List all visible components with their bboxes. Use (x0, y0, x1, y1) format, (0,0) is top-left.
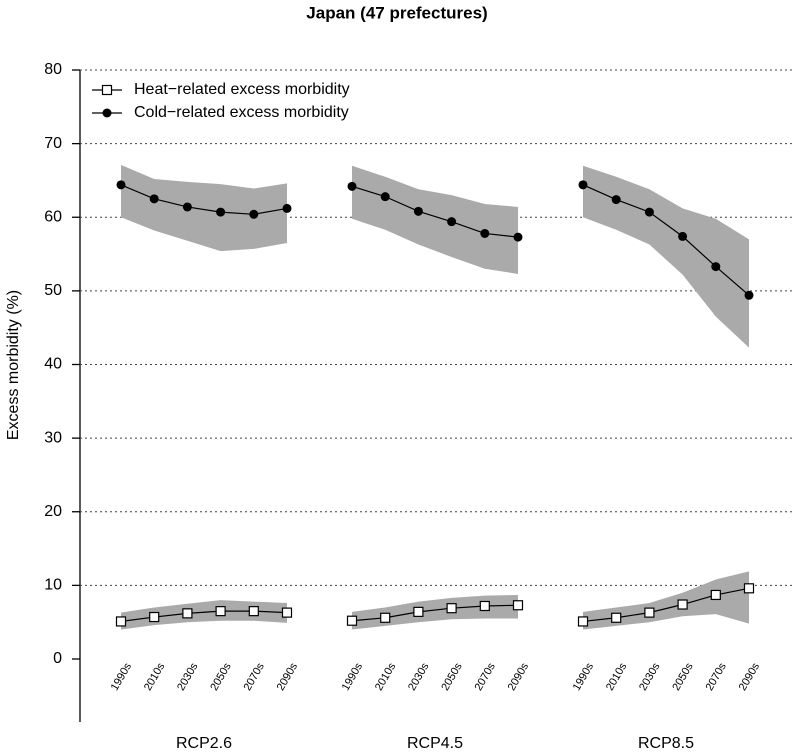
legend-label: Heat−related excess morbidity (134, 81, 350, 98)
y-tick-label: 60 (44, 208, 62, 225)
confidence-band (352, 165, 518, 274)
heat-marker (743, 583, 755, 594)
x-tick-label: 2050s (208, 661, 234, 693)
cold-marker (216, 207, 226, 217)
y-axis-label: Excess morbidity (%) (5, 290, 22, 440)
x-tick-label: 2010s (142, 661, 168, 693)
legend-marker (102, 108, 112, 118)
y-tick-label: 30 (44, 429, 62, 446)
heat-marker (710, 589, 721, 601)
cold-marker (678, 231, 688, 241)
heat-marker (248, 606, 259, 617)
x-tick-label: 2030s (175, 661, 201, 693)
series-line (582, 184, 750, 296)
cold-marker (513, 232, 523, 242)
heat-marker (346, 615, 358, 626)
x-tick-label: 2030s (406, 661, 432, 693)
heat-marker (215, 606, 226, 617)
series-line (351, 185, 519, 238)
cold-marker (282, 203, 292, 213)
y-tick-label: 0 (53, 650, 62, 667)
cold-marker (413, 206, 423, 216)
heat-marker (380, 612, 391, 623)
group-label: RCP2.6 (176, 735, 232, 752)
x-tick-label: 1990s (571, 661, 597, 693)
confidence-band (583, 165, 749, 348)
group-label: RCP8.5 (638, 735, 694, 752)
y-tick-label: 70 (44, 135, 62, 152)
series-line (120, 184, 288, 215)
x-tick-label: 2090s (737, 661, 763, 693)
heat-marker (182, 608, 193, 619)
x-tick-label: 1990s (340, 661, 366, 693)
x-tick-label: 2050s (439, 661, 465, 693)
heat-marker (115, 616, 127, 627)
legend-label: Cold−related excess morbidity (134, 104, 349, 121)
heat-marker (446, 603, 457, 614)
x-tick-label: 2010s (604, 661, 630, 693)
cold-marker (578, 180, 588, 190)
cold-marker (611, 195, 621, 205)
x-tick-label: 2030s (637, 661, 663, 693)
cold-marker (644, 207, 654, 217)
cold-marker (711, 262, 721, 272)
heat-marker (512, 600, 524, 611)
series-line (120, 610, 288, 623)
x-tick-label: 1990s (109, 661, 135, 693)
cold-marker (447, 217, 457, 227)
legend-marker (101, 84, 113, 96)
heat-marker (677, 599, 688, 610)
x-tick-label: 2050s (670, 661, 696, 693)
heat-marker (644, 607, 655, 618)
cold-marker (744, 290, 754, 300)
y-tick-label: 40 (44, 356, 62, 373)
heat-marker (577, 616, 589, 627)
x-tick-label: 2070s (473, 661, 499, 693)
y-tick-label: 50 (44, 282, 62, 299)
x-tick-label: 2070s (704, 661, 730, 693)
confidence-band (121, 600, 287, 630)
cold-marker (347, 181, 357, 191)
series-line (351, 604, 519, 622)
heat-marker (479, 600, 490, 612)
heat-marker (611, 612, 622, 623)
y-tick-label: 10 (44, 577, 62, 594)
cold-marker (480, 228, 490, 238)
x-tick-label: 2090s (506, 661, 532, 693)
confidence-band (352, 594, 518, 630)
confidence-band (121, 164, 287, 252)
cold-marker (116, 180, 126, 190)
cold-marker (380, 192, 390, 202)
cold-marker (149, 194, 159, 204)
x-tick-label: 2070s (242, 661, 268, 693)
y-tick-label: 20 (44, 503, 62, 520)
x-tick-label: 2090s (275, 661, 301, 693)
chart-title: Japan (47 prefectures) (306, 3, 487, 22)
x-tick-label: 2010s (373, 661, 399, 693)
y-tick-label: 80 (44, 61, 62, 78)
confidence-band (583, 571, 749, 630)
cold-marker (182, 202, 192, 212)
heat-marker (413, 606, 424, 617)
cold-marker (249, 209, 259, 219)
heat-marker (281, 607, 293, 618)
heat-marker (149, 611, 160, 623)
group-label: RCP4.5 (407, 735, 463, 752)
series-line (582, 587, 750, 623)
